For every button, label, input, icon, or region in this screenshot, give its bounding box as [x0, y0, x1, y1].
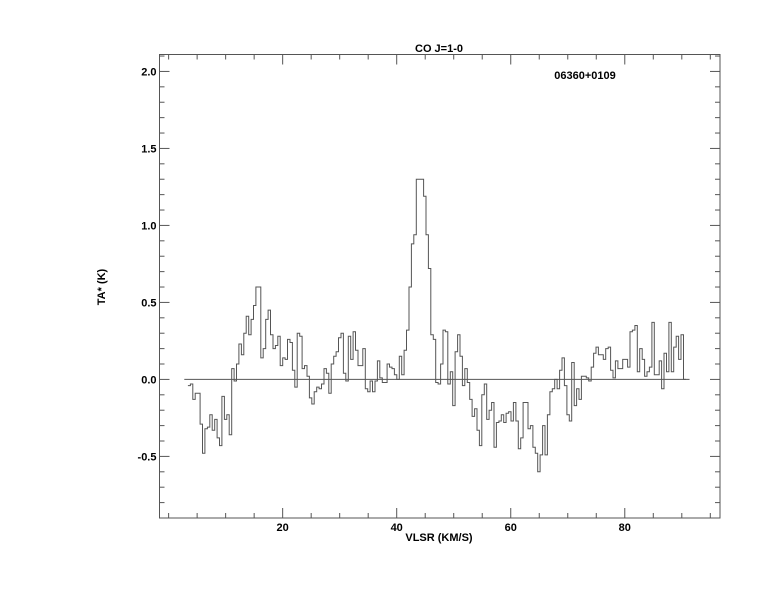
- y-axis-label: TA* (K): [96, 268, 108, 305]
- y-tick-label: -0.5: [138, 451, 157, 463]
- y-tick-label: 0.5: [141, 297, 156, 309]
- x-axis-label: VLSR (KM/S): [405, 532, 473, 544]
- x-tick-label: 80: [619, 522, 631, 534]
- plot-frame: [159, 54, 721, 519]
- y-tick-label: 0.0: [141, 374, 156, 386]
- x-tick-label: 60: [505, 522, 517, 534]
- source-annotation: 06360+0109: [554, 70, 615, 82]
- spectrum-series-line: [187, 178, 686, 473]
- chart-title: CO J=1-0: [415, 43, 463, 55]
- axes: 20 40 60 80 -0.5 0.0 0.5 1.0 1.5 2.0: [138, 54, 720, 534]
- x-tick-label: 40: [391, 522, 403, 534]
- x-tick-label: 20: [277, 522, 289, 534]
- y-tick-label: 2.0: [141, 66, 156, 78]
- y-tick-label: 1.0: [141, 220, 156, 232]
- y-tick-label: 1.5: [141, 143, 156, 155]
